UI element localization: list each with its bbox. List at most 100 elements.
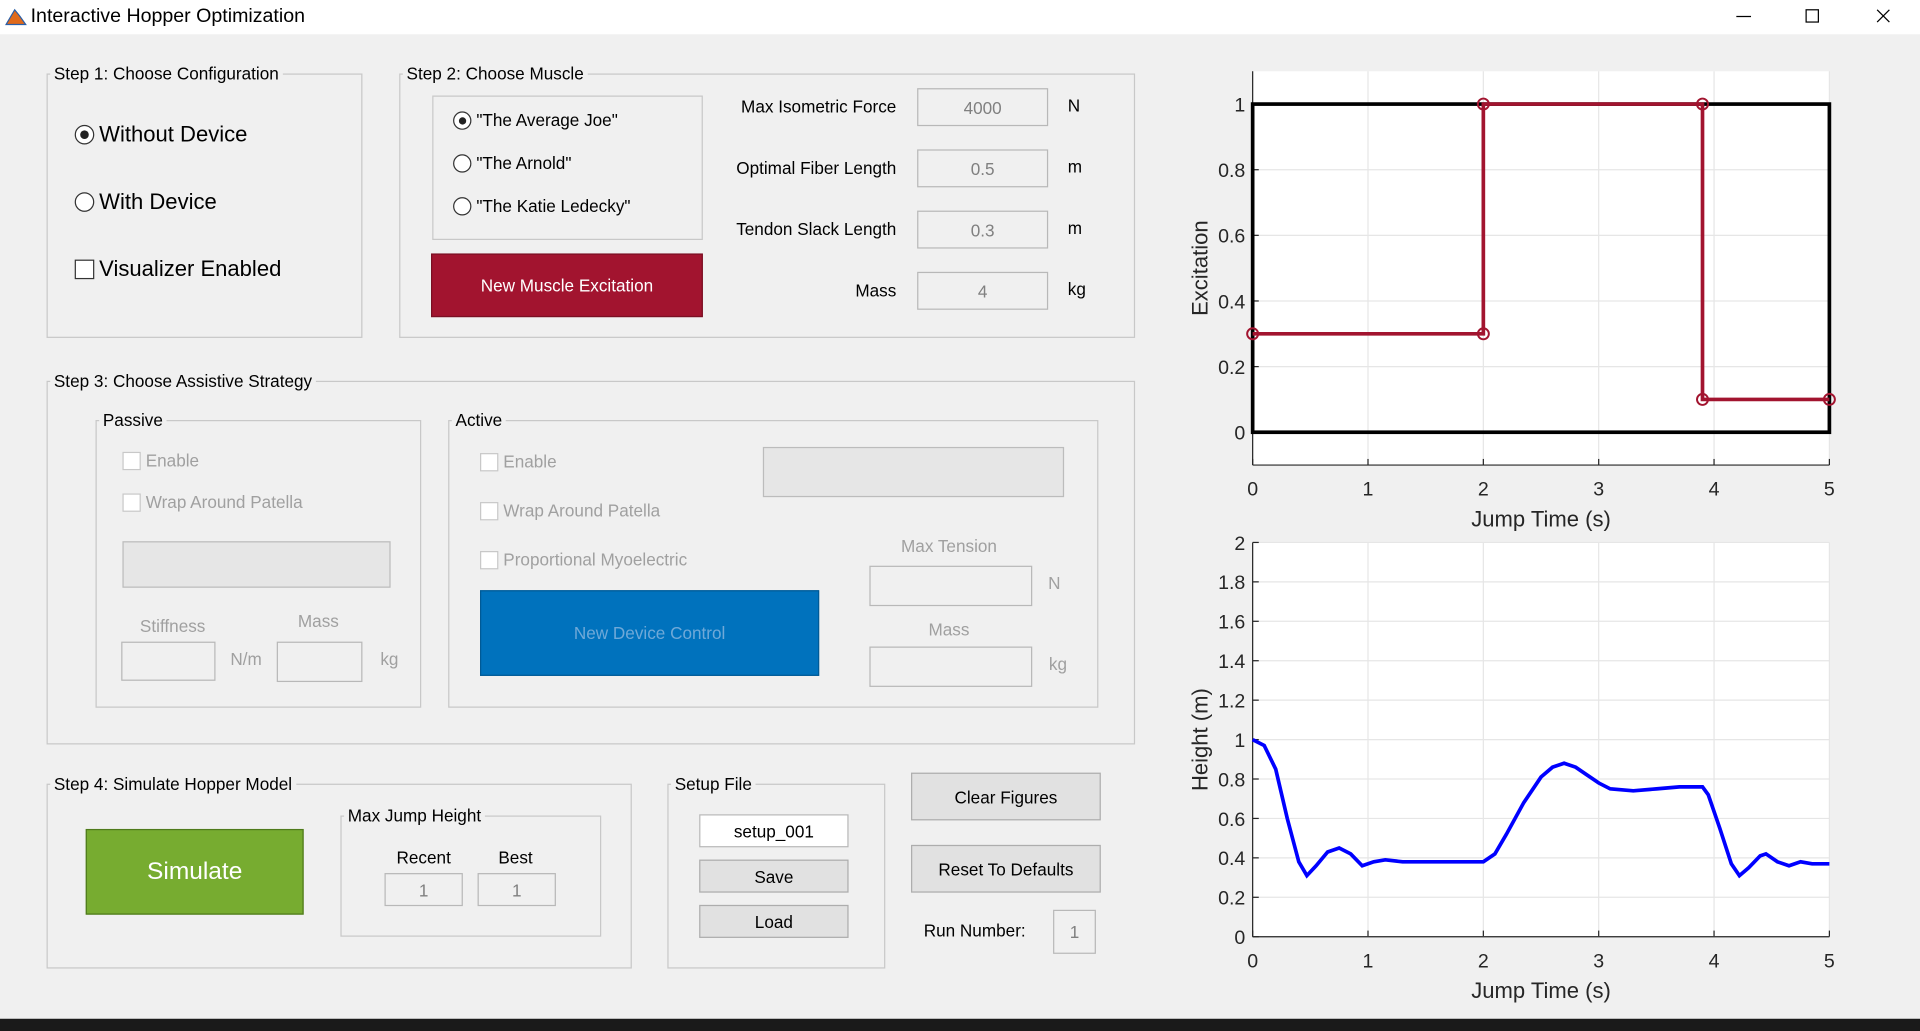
y-tick-label: 0.4	[1218, 291, 1245, 313]
unit: kg	[380, 648, 399, 669]
checkbox-label[interactable]: Enable	[503, 451, 557, 472]
param-field[interactable]: 4	[917, 271, 1049, 310]
recent-height: 1	[384, 873, 463, 907]
checkbox-label[interactable]: Wrap Around Patella	[145, 492, 303, 512]
y-tick-label: 2	[1234, 533, 1245, 555]
close[interactable]	[1876, 9, 1890, 23]
radio[interactable]	[453, 197, 472, 216]
clear-button[interactable]: Clear Figures	[911, 772, 1101, 821]
radio[interactable]	[74, 192, 95, 212]
text-field[interactable]	[276, 641, 363, 683]
param-label: Mass	[855, 280, 897, 300]
x-tick-label: 0	[1247, 950, 1258, 972]
text-field[interactable]	[869, 646, 1033, 687]
checkbox-label[interactable]: Proportional Myoelectric	[503, 549, 688, 570]
panel-title: Step 3: Choose Assistive Strategy	[50, 371, 316, 391]
y-tick-label: 0	[1234, 927, 1245, 949]
group-title: Passive	[99, 410, 167, 430]
excitation-button[interactable]: New Muscle Excitation	[431, 253, 703, 318]
y-tick-label: 0.6	[1218, 809, 1245, 831]
run-number: 1	[1053, 909, 1096, 954]
checkbox[interactable]	[122, 493, 141, 512]
file-field[interactable]: setup_001	[699, 814, 849, 848]
x-axis-label: Jump Time (s)	[1471, 978, 1611, 1003]
radio-label[interactable]: "The Katie Ledecky"	[476, 195, 631, 216]
marker	[1696, 392, 1709, 406]
y-tick-label: 1.6	[1218, 612, 1245, 634]
field-label: Mass	[297, 611, 339, 631]
y-tick-label: 0.2	[1218, 888, 1245, 910]
y-tick-label: 0.8	[1218, 160, 1245, 182]
plot-area	[1252, 71, 1830, 466]
step4-panel	[46, 783, 632, 969]
marker	[1476, 327, 1490, 341]
param-unit: N	[1067, 95, 1081, 116]
param-field[interactable]: 0.3	[917, 210, 1049, 249]
marker	[1696, 97, 1709, 111]
radio-label[interactable]: Without Device	[99, 121, 248, 147]
checkbox[interactable]	[480, 551, 499, 570]
y-tick-label: 1.2	[1218, 690, 1245, 712]
app-icon	[5, 8, 27, 26]
window-controls[interactable]	[1714, 0, 1920, 34]
param-label: Max Isometric Force	[741, 96, 897, 117]
x-tick-label: 3	[1593, 479, 1604, 501]
save-button[interactable]: Save	[699, 859, 849, 893]
checkbox[interactable]	[480, 453, 499, 472]
y-tick-label: 0.4	[1218, 848, 1245, 870]
x-tick-label: 1	[1363, 950, 1374, 972]
window-title: Interactive Hopper Optimization	[30, 6, 306, 27]
field-label: Best	[498, 847, 533, 867]
passive-group	[95, 419, 422, 708]
panel-title: Step 4: Simulate Hopper Model	[50, 773, 296, 794]
y-tick-label: 0.8	[1218, 769, 1245, 791]
unit: N/m	[230, 648, 262, 669]
maximize[interactable]	[1805, 9, 1819, 23]
setup-panel	[667, 783, 886, 969]
checkbox-label[interactable]: Wrap Around Patella	[503, 500, 661, 521]
device-control-button[interactable]: New Device Control	[480, 590, 820, 676]
run-label: Run Number:	[923, 920, 1026, 941]
x-tick-label: 4	[1709, 479, 1720, 501]
checkbox-label[interactable]: Visualizer Enabled	[99, 256, 282, 282]
y-axis-label: Excitation	[1187, 220, 1212, 316]
param-field[interactable]: 4000	[917, 88, 1049, 127]
radio[interactable]	[453, 154, 472, 173]
y-tick-label: 0	[1234, 423, 1245, 445]
param-unit: kg	[1067, 279, 1086, 299]
load-button[interactable]: Load	[699, 904, 849, 938]
slider[interactable]	[122, 541, 391, 588]
param-label: Optimal Fiber Length	[736, 157, 897, 178]
x-axis-label: Jump Time (s)	[1471, 506, 1611, 531]
radio[interactable]	[453, 111, 472, 130]
field-label: Stiffness	[139, 615, 206, 636]
x-tick-label: 3	[1593, 950, 1604, 972]
param-field[interactable]: 0.5	[917, 149, 1049, 188]
checkbox[interactable]	[74, 259, 95, 280]
radio[interactable]	[74, 124, 95, 145]
radio-label[interactable]: "The Arnold"	[476, 153, 572, 173]
checkbox[interactable]	[122, 451, 141, 471]
y-tick-label: 0.2	[1218, 357, 1245, 379]
text-field[interactable]	[869, 565, 1033, 607]
radio-label[interactable]: With Device	[99, 189, 217, 214]
slider[interactable]	[762, 446, 1065, 498]
text-field[interactable]	[121, 641, 216, 681]
step2-panel	[399, 73, 1136, 338]
checkbox[interactable]	[480, 502, 499, 521]
x-tick-label: 0	[1247, 479, 1258, 501]
y-tick-label: 1	[1234, 94, 1245, 116]
checkbox-label[interactable]: Enable	[145, 450, 200, 471]
radio-label[interactable]: "The Average Joe"	[476, 110, 618, 130]
reset-button[interactable]: Reset To Defaults	[911, 844, 1101, 893]
y-tick-label: 1	[1234, 730, 1245, 752]
active-group	[448, 419, 1099, 708]
marker	[1476, 97, 1490, 111]
y-tick-label: 1.4	[1218, 651, 1245, 673]
x-tick-label: 4	[1709, 950, 1720, 972]
simulate-button[interactable]: Simulate	[85, 828, 304, 915]
group-title: Max Jump Height	[344, 805, 485, 826]
x-tick-label: 5	[1824, 479, 1835, 501]
